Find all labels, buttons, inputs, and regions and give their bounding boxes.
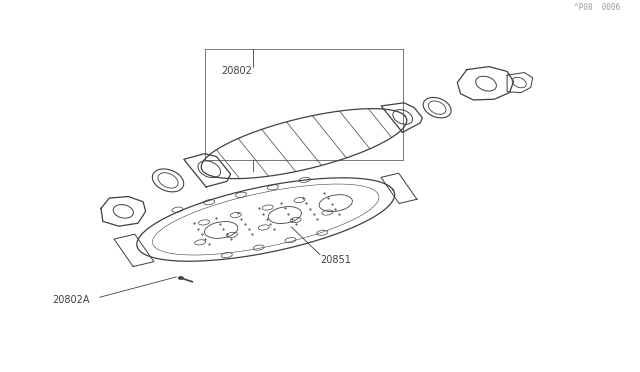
Ellipse shape bbox=[178, 276, 183, 279]
Text: ^P08  0006: ^P08 0006 bbox=[574, 3, 620, 12]
Text: 20851: 20851 bbox=[320, 255, 351, 265]
Text: 20802A: 20802A bbox=[52, 295, 90, 305]
Text: 20802: 20802 bbox=[221, 66, 252, 76]
